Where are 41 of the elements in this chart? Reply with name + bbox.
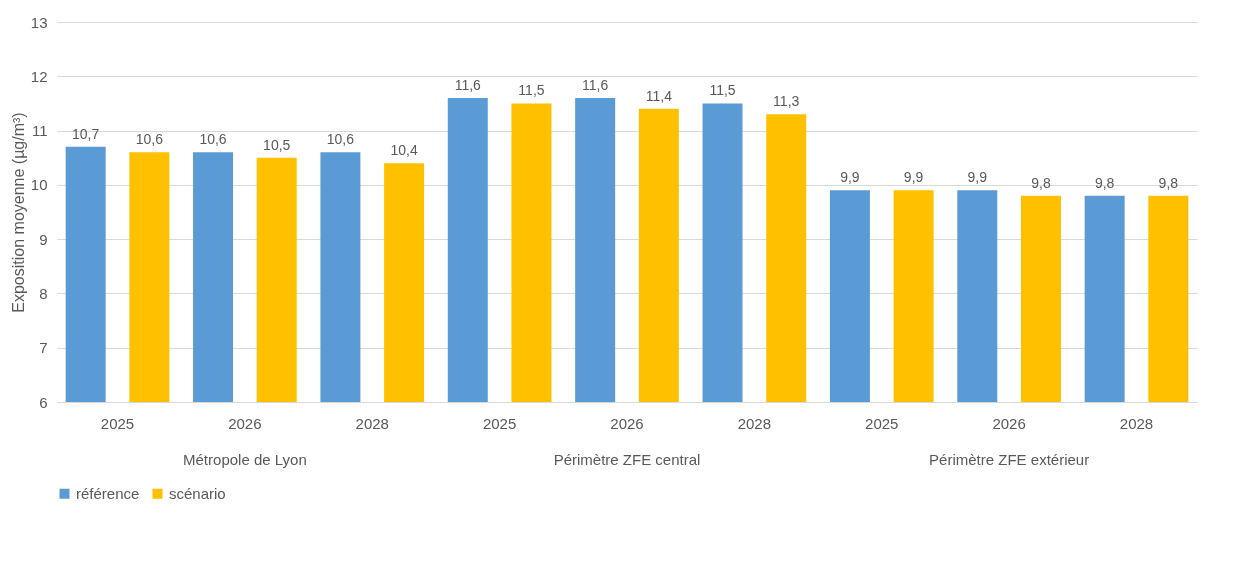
data-label: 9,8 xyxy=(1158,174,1179,191)
data-label: 9,8 xyxy=(1094,174,1115,191)
data-label: 10,6 xyxy=(135,131,164,148)
x-tick-label: 2025 xyxy=(865,414,899,432)
data-label: 9,8 xyxy=(1031,174,1051,191)
x-tick-label: 2026 xyxy=(610,414,644,432)
data-label: 10,6 xyxy=(199,131,227,148)
data-label: 11,4 xyxy=(645,87,673,104)
data-label: 10,6 xyxy=(326,131,355,148)
y-tick-label: 10 xyxy=(30,176,48,194)
y-tick-label: 6 xyxy=(39,393,48,411)
y-tick-label: 8 xyxy=(39,284,48,302)
data-label: 11,6 xyxy=(582,77,609,93)
x-tick-label: 2028 xyxy=(355,414,389,432)
data-label: 11,5 xyxy=(518,82,545,99)
x-tick-label: 2025 xyxy=(100,414,135,432)
text: Métropole de Lyon xyxy=(183,451,307,468)
x-tick-label: 2026 xyxy=(992,414,1026,432)
data-label: 10,4 xyxy=(390,142,418,159)
x-tick-label: 2026 xyxy=(228,414,262,432)
data-label: 9,9 xyxy=(840,169,860,186)
x-tick-label: 2028 xyxy=(737,414,772,432)
legend-label: référence xyxy=(76,484,140,502)
x-tick-label: 2028 xyxy=(1119,414,1154,432)
data-label: 11,3 xyxy=(773,93,800,110)
data-label: 9,9 xyxy=(903,169,924,186)
x-tick-label: 2025 xyxy=(482,414,517,432)
text: Périmètre ZFE central xyxy=(553,451,701,468)
data-label: 11,6 xyxy=(454,77,482,93)
y-tick-label: 13 xyxy=(30,13,48,31)
data-label: 11,5 xyxy=(709,82,736,99)
y-axis-title: Exposition moyenne (µg/m³) xyxy=(9,112,27,313)
y-tick-label: 7 xyxy=(39,339,48,357)
y-tick-label: 9 xyxy=(39,230,48,248)
data-label: 10,5 xyxy=(263,136,291,153)
legend-label: scénario xyxy=(169,484,226,502)
y-tick-label: 12 xyxy=(30,67,48,85)
data-label: 9,9 xyxy=(967,169,988,186)
text: Périmètre ZFE extérieur xyxy=(929,451,1090,468)
y-tick-label: 11 xyxy=(31,122,48,140)
data-label: 10,7 xyxy=(72,125,100,142)
